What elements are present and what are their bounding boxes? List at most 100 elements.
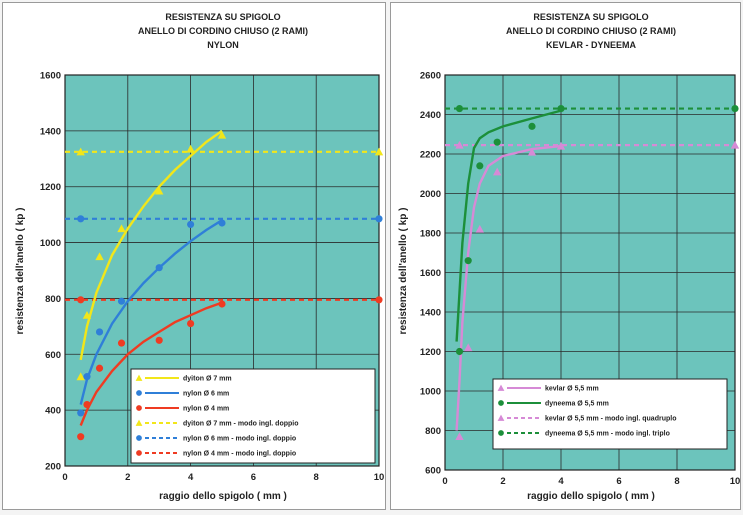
y-tick-label: 400 [45,406,61,417]
chart-panel-kevlar-dyneema: RESISTENZA SU SPIGOLO ANELLO DI CORDINO … [390,2,741,510]
data-point [455,347,464,356]
reference-point [730,140,740,149]
legend-label: dyiton Ø 7 mm - modo ingl. doppio [183,421,299,428]
data-point [475,224,484,233]
reference-point [731,105,739,113]
trend-line [79,301,223,426]
y-tick-label: 200 [45,462,61,473]
legend-label: kevlar Ø 5,5 mm [545,386,599,393]
x-tick-label: 10 [374,472,385,483]
y-tick-label: 1400 [40,126,61,137]
legend-label: kevlar Ø 5,5 mm - modo ingl. quadruplo [545,416,676,423]
y-tick-label: 1800 [420,229,441,240]
data-point [83,400,91,409]
data-point [218,300,226,308]
legend-marker [135,419,143,426]
x-tick-label: 0 [62,472,67,483]
x-tick-label: 0 [442,476,447,487]
y-tick-label: 800 [45,294,61,305]
chart-title-line-3: NYLON [207,40,239,50]
x-tick-label: 8 [674,476,679,487]
x-axis-label: raggio dello spigolo ( mm ) [159,491,287,502]
reference-point [455,140,464,149]
data-point [493,138,501,146]
y-tick-label: 1400 [420,308,441,319]
legend-label: nylon Ø 4 mm [183,406,229,413]
data-point [76,372,85,381]
data-point [455,432,464,440]
y-tick-label: 1000 [40,238,61,249]
data-point [95,328,104,336]
plot-border [64,74,380,467]
legend-box [130,368,376,464]
y-tick-label: 1000 [420,387,441,398]
data-point [77,433,85,441]
x-tick-label: 4 [558,476,564,487]
y-tick-label: 1600 [40,71,61,82]
data-point [95,364,104,372]
chart-title-line-1: RESISTENZA SU SPIGOLO [165,12,280,22]
data-point [528,122,536,130]
data-point [476,162,484,170]
data-point [83,373,91,381]
data-point [155,186,164,195]
reference-point [455,105,464,113]
legend-label: dyneema Ø 5,5 mm [545,401,609,408]
plot-border [444,74,736,471]
data-point [187,319,195,328]
legend-label: nylon Ø 6 mm - modo ingl. doppio [183,436,296,443]
y-tick-label: 2000 [420,189,441,200]
reference-point [375,215,383,223]
reference-point [77,215,85,223]
trend-line [455,109,562,342]
y-axis-label: resistenza dell'anello ( kp ) [398,208,409,335]
reference-point [375,296,383,304]
chart-nylon: RESISTENZA SU SPIGOLO ANELLO DI CORDINO … [15,12,385,502]
data-point [187,220,195,228]
y-tick-label: 800 [425,426,441,437]
data-point [155,264,163,272]
chart-title-line-2: ANELLO DI CORDINO CHIUSO (2 RAMI) [138,26,308,36]
data-point [493,167,502,176]
data-point [217,130,227,139]
legend-marker [498,400,504,406]
legend-marker [136,405,142,411]
reference-point [76,147,85,156]
x-axis-label: raggio dello spigolo ( mm ) [527,491,655,502]
x-tick-label: 6 [251,472,256,483]
x-tick-label: 4 [188,472,194,483]
y-tick-label: 1600 [420,268,441,279]
chart-kevlar-dyneema: RESISTENZA SU SPIGOLO ANELLO DI CORDINO … [398,12,740,502]
legend-label: nylon Ø 6 mm [183,391,229,398]
chart-title-line-1: RESISTENZA SU SPIGOLO [533,12,648,22]
x-tick-label: 2 [500,476,505,487]
x-tick-label: 2 [125,472,130,483]
legend-marker [136,450,142,456]
y-tick-label: 1200 [40,182,61,193]
data-point [218,219,226,227]
y-tick-label: 2200 [420,150,441,161]
legend-marker [497,414,505,421]
legend-label: dyiton Ø 7 mm [183,376,232,383]
reference-point [374,147,384,156]
data-point [186,144,195,153]
y-tick-label: 600 [45,350,61,361]
legend-label: nylon Ø 4 mm - modo ingl. doppio [183,451,296,458]
data-point [117,297,126,305]
data-point [155,336,163,344]
chart-title-line-2: ANELLO DI CORDINO CHIUSO (2 RAMI) [506,26,676,36]
data-point [556,141,566,150]
y-tick-label: 600 [425,466,441,477]
data-point [117,224,126,233]
legend-marker [498,430,504,436]
chart-panel-nylon: RESISTENZA SU SPIGOLO ANELLO DI CORDINO … [2,2,386,510]
chart-title-line-3: KEVLAR - DYNEEMA [546,40,637,50]
data-point [464,343,473,352]
legend-label: dyneema Ø 5,5 mm - modo ingl. triplo [545,431,670,438]
data-point [464,257,472,265]
data-point [557,105,565,113]
y-tick-label: 2400 [420,110,441,121]
data-point [95,252,104,261]
legend-marker [136,435,142,441]
data-point [117,339,126,347]
